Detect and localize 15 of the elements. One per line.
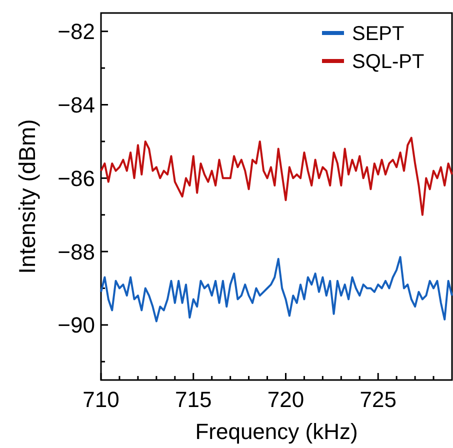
y-axis-title: Intensity (dBm) (14, 119, 40, 274)
line-series (100, 136, 453, 216)
y-tick-label: −86 (58, 166, 95, 191)
x-tick-label: 715 (175, 387, 212, 412)
x-axis-title: Frequency (kHz) (195, 419, 358, 444)
y-tick-label: −84 (58, 92, 95, 118)
y-tick-label: −82 (58, 19, 95, 44)
line-series (100, 256, 453, 322)
legend-label: SQL-PT (352, 51, 424, 73)
y-tick-label: −88 (58, 239, 95, 264)
x-tick-label: 720 (267, 387, 304, 412)
y-tick-label: −90 (58, 312, 95, 338)
x-tick-label: 710 (82, 387, 120, 412)
x-tick-label: 725 (360, 387, 396, 412)
legend-label: SEPT (352, 23, 404, 45)
